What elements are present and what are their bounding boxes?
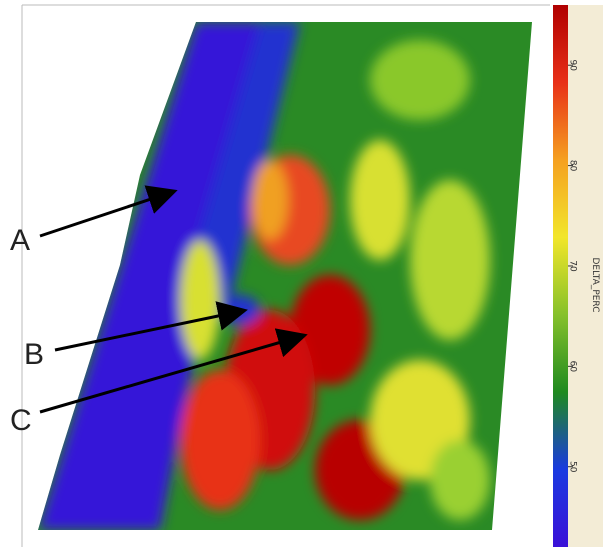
chart: DELTA_PERC A B C 50 60 70 80 90 bbox=[0, 0, 603, 547]
colorbar-label: DELTA_PERC bbox=[590, 257, 600, 312]
tick-label: 90 bbox=[567, 59, 577, 71]
annotation: C bbox=[10, 404, 32, 437]
tick-label: 70 bbox=[567, 260, 577, 272]
annotation: A bbox=[10, 224, 30, 257]
tick-label: 50 bbox=[567, 461, 577, 473]
colorbar bbox=[553, 5, 568, 547]
tick-label: 80 bbox=[567, 160, 577, 172]
tick-label: 60 bbox=[567, 361, 577, 373]
annotation: B bbox=[24, 338, 44, 371]
